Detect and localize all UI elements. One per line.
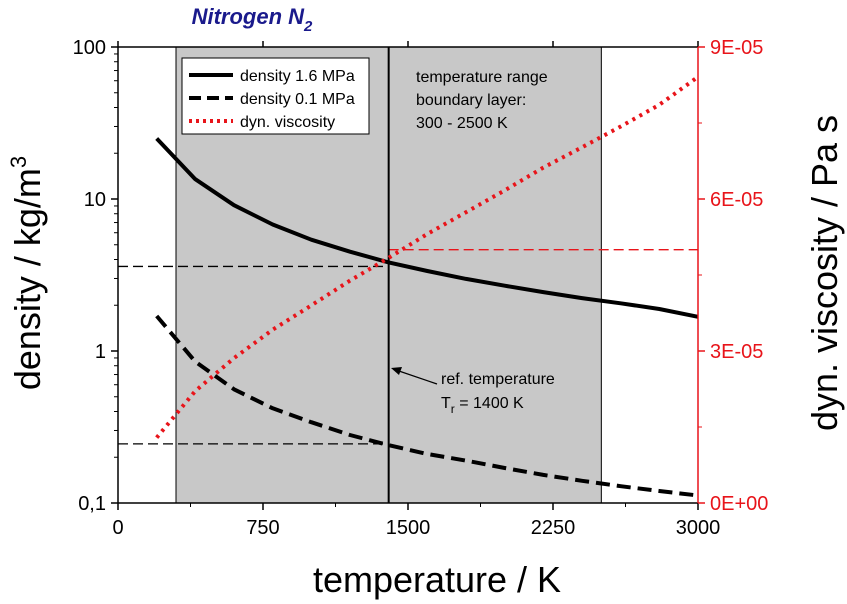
- x-axis-label: temperature / K: [313, 559, 561, 600]
- y-right-tick-label: 6E-05: [710, 189, 763, 211]
- annotation-range-line-2: boundary layer:: [416, 92, 526, 109]
- y-left-tick-label: 100: [73, 37, 106, 59]
- legend-label-density-0-1: density 0.1 MPa: [240, 91, 355, 108]
- annotation-range-line-1: temperature range: [416, 69, 548, 86]
- y-right-tick-label: 3E-05: [710, 341, 763, 363]
- annotation-range-line-3: 300 - 2500 K: [416, 115, 508, 132]
- ref-arrow-head: [391, 367, 402, 375]
- ref-arrow-shaft: [395, 369, 438, 385]
- y-axis-right-label: dyn. viscosity / Pa s: [804, 115, 845, 431]
- series-line-1: [155, 314, 699, 498]
- y-right-tick-label: 9E-05: [710, 37, 763, 59]
- y-left-tick-label: 1: [95, 341, 106, 363]
- legend-label-density-1-6: density 1.6 MPa: [240, 68, 355, 85]
- annotation-ref-temperature: ref. temperature: [441, 371, 555, 388]
- x-tick-label: 3000: [676, 517, 721, 539]
- y-left-tick-label: 0,1: [78, 493, 106, 515]
- annotation-ref-value: Tr = 1400 K: [441, 395, 524, 416]
- legend-label-viscosity: dyn. viscosity: [240, 114, 335, 131]
- chart-title: Nitrogen N2: [192, 4, 313, 35]
- ref-temperature-annotation: ref. temperature Tr = 1400 K: [391, 367, 555, 416]
- x-tick-label: 0: [112, 517, 123, 539]
- y-right-tick-label: 0E+00: [710, 493, 768, 515]
- series-line-0: [155, 137, 699, 319]
- y-axis-left-label: density / kg/m3: [6, 156, 48, 390]
- y-left-tick-label: 10: [84, 189, 106, 211]
- x-tick-label: 1500: [386, 517, 431, 539]
- x-tick-label: 750: [246, 517, 279, 539]
- legend: density 1.6 MPa density 0.1 MPa dyn. vis…: [181, 57, 370, 135]
- x-tick-label: 2250: [531, 517, 576, 539]
